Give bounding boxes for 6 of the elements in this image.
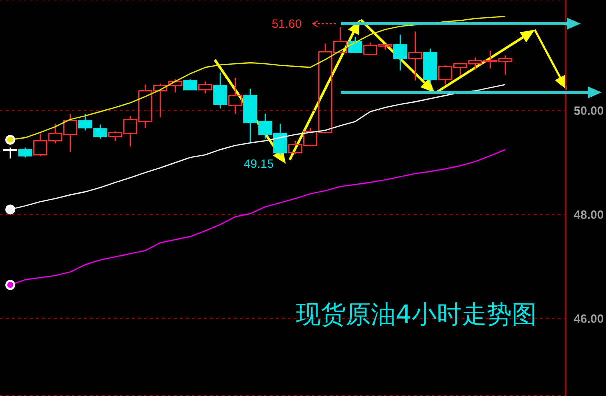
annotation: 51.60 [272,17,302,31]
text: 现货原油4小时走势图 [296,300,537,329]
y-tick-label: 48.00 [574,208,604,222]
y-tick-label: 46.00 [574,312,604,326]
annotation: 49.15 [244,157,274,171]
y-tick-label: 50.00 [574,104,604,118]
